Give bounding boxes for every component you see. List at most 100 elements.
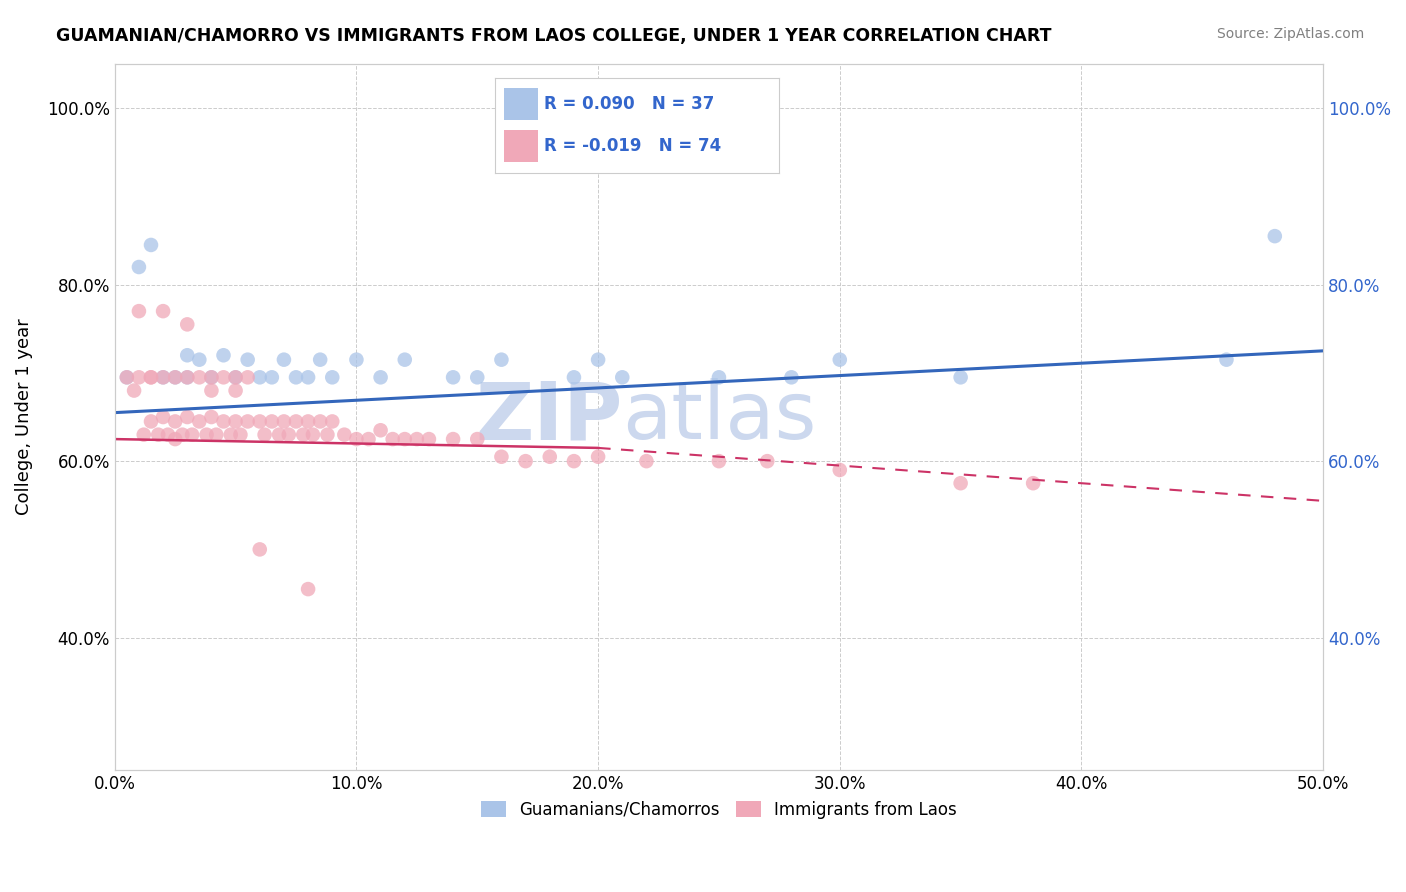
Point xyxy=(115,370,138,384)
Point xyxy=(297,414,319,428)
Point xyxy=(176,348,198,362)
Point xyxy=(491,450,513,464)
Point xyxy=(394,432,416,446)
Point xyxy=(346,352,368,367)
Point xyxy=(756,454,779,468)
Point xyxy=(538,450,561,464)
Point xyxy=(225,414,247,428)
Point xyxy=(115,370,138,384)
Point xyxy=(132,427,155,442)
Point xyxy=(139,370,162,384)
Point xyxy=(165,370,187,384)
Point xyxy=(586,352,609,367)
Point xyxy=(586,450,609,464)
Point xyxy=(441,432,464,446)
Point xyxy=(188,352,211,367)
Point xyxy=(297,370,319,384)
Y-axis label: College, Under 1 year: College, Under 1 year xyxy=(15,318,32,516)
Point xyxy=(176,370,198,384)
Point xyxy=(636,454,658,468)
Point xyxy=(1264,229,1286,244)
Point xyxy=(200,370,222,384)
Point xyxy=(260,414,283,428)
Point xyxy=(165,414,187,428)
Point xyxy=(394,352,416,367)
Point xyxy=(225,370,247,384)
Point xyxy=(297,582,319,596)
Point xyxy=(152,304,174,318)
Point xyxy=(346,432,368,446)
Point xyxy=(249,542,271,557)
Point xyxy=(381,432,404,446)
Point xyxy=(285,414,308,428)
Point xyxy=(828,463,851,477)
Point xyxy=(321,370,343,384)
Point xyxy=(212,348,235,362)
Point xyxy=(225,384,247,398)
Point xyxy=(1215,352,1237,367)
Point xyxy=(707,454,730,468)
Point xyxy=(357,432,380,446)
Point xyxy=(277,427,299,442)
Point xyxy=(441,370,464,384)
Point xyxy=(229,427,252,442)
Point xyxy=(236,370,259,384)
Text: ZIP: ZIP xyxy=(475,378,623,456)
Point xyxy=(515,454,537,468)
Point xyxy=(302,427,325,442)
Point xyxy=(188,414,211,428)
Text: GUAMANIAN/CHAMORRO VS IMMIGRANTS FROM LAOS COLLEGE, UNDER 1 YEAR CORRELATION CHA: GUAMANIAN/CHAMORRO VS IMMIGRANTS FROM LA… xyxy=(56,27,1052,45)
Point xyxy=(152,410,174,425)
Point xyxy=(309,414,332,428)
Point xyxy=(562,454,585,468)
Point xyxy=(491,352,513,367)
Point xyxy=(949,476,972,491)
Point xyxy=(176,370,198,384)
Point xyxy=(176,318,198,332)
Point xyxy=(212,370,235,384)
Point xyxy=(165,432,187,446)
Point xyxy=(139,238,162,252)
Point xyxy=(562,370,585,384)
Point xyxy=(285,370,308,384)
Point xyxy=(148,427,170,442)
Point xyxy=(273,352,295,367)
Point xyxy=(465,370,488,384)
Point xyxy=(225,370,247,384)
Point xyxy=(949,370,972,384)
Point xyxy=(292,427,315,442)
Point xyxy=(139,414,162,428)
Point xyxy=(139,370,162,384)
Point xyxy=(172,427,194,442)
Point xyxy=(200,410,222,425)
Text: atlas: atlas xyxy=(623,378,817,456)
Point xyxy=(195,427,218,442)
Point xyxy=(321,414,343,428)
Point xyxy=(200,384,222,398)
Point xyxy=(128,260,150,274)
Legend: Guamanians/Chamorros, Immigrants from Laos: Guamanians/Chamorros, Immigrants from La… xyxy=(474,794,965,825)
Point xyxy=(156,427,179,442)
Point xyxy=(273,414,295,428)
Point xyxy=(249,370,271,384)
Point xyxy=(370,423,392,437)
Point xyxy=(828,352,851,367)
Point xyxy=(418,432,440,446)
Point xyxy=(253,427,276,442)
Point xyxy=(612,370,634,384)
Point xyxy=(165,370,187,384)
Point xyxy=(219,427,242,442)
Point xyxy=(780,370,803,384)
Point xyxy=(309,352,332,367)
Text: Source: ZipAtlas.com: Source: ZipAtlas.com xyxy=(1216,27,1364,41)
Point xyxy=(181,427,204,442)
Point xyxy=(200,370,222,384)
Point xyxy=(128,304,150,318)
Point xyxy=(212,414,235,428)
Point xyxy=(370,370,392,384)
Point xyxy=(236,352,259,367)
Point xyxy=(236,414,259,428)
Point xyxy=(249,414,271,428)
Point xyxy=(707,370,730,384)
Point xyxy=(128,370,150,384)
